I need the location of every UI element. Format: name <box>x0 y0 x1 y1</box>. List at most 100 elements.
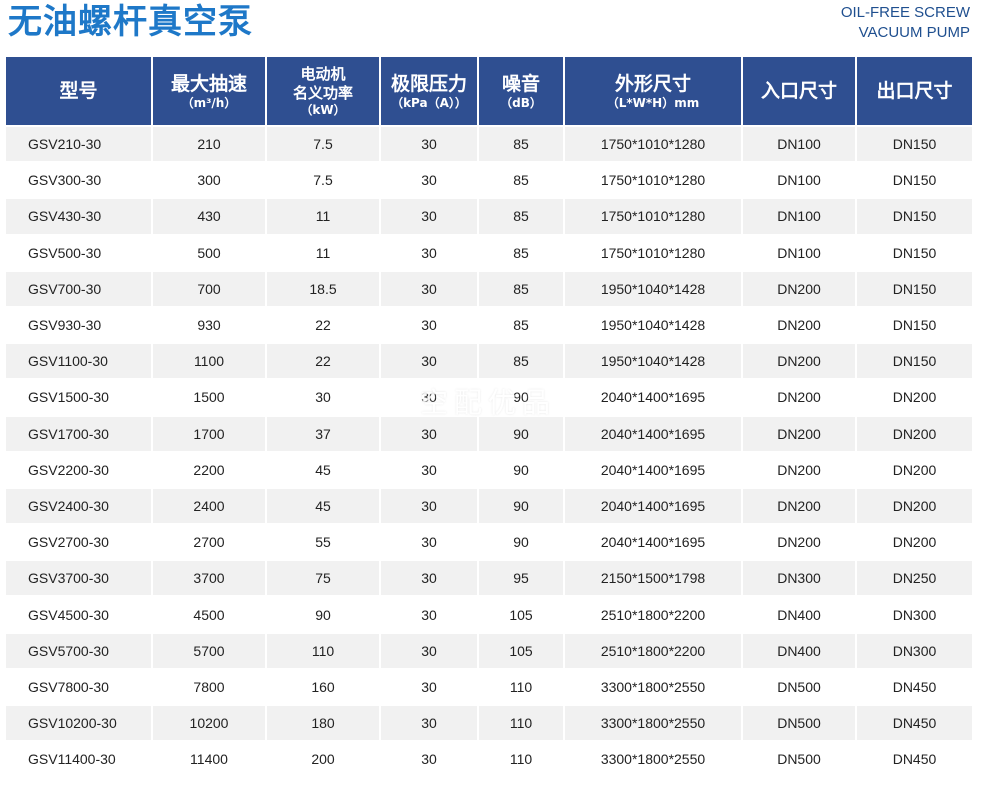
cell-model: GSV3700-30 <box>6 559 152 597</box>
cell-max-pumping-speed: 5700 <box>151 631 266 669</box>
table-row: GSV2400-30 2400 45 30 90 2040*1400*1695 DN200 D… <box>6 486 972 525</box>
cell-max-pumping-speed: 700 <box>151 269 266 307</box>
cell-max-pumping-speed: 500 <box>151 233 266 271</box>
header-unit: （m³/h） <box>181 95 237 110</box>
cell-outlet-size: DN150 <box>855 342 972 380</box>
header-model: 型号 <box>6 57 152 126</box>
cell-model: GSV4500-30 <box>6 595 152 633</box>
cell-dimensions: 3300*1800*2550 <box>563 740 742 777</box>
cell-inlet-size: DN500 <box>741 667 856 705</box>
cell-model: GSV2400-30 <box>6 486 152 525</box>
header-dimensions: 外形尺寸 （L*W*H）mm <box>563 57 742 126</box>
cell-inlet-size: DN200 <box>741 450 856 488</box>
cell-ultimate-pressure: 30 <box>379 233 478 271</box>
cell-motor-power: 45 <box>265 450 380 488</box>
cell-noise: 90 <box>477 414 564 452</box>
cell-noise: 90 <box>477 450 564 488</box>
cell-noise: 85 <box>477 269 564 307</box>
cell-model: GSV210-30 <box>6 124 152 163</box>
table-row: GSV1700-30 1700 37 30 90 2040*1400*1695 DN200 D… <box>6 414 972 452</box>
cell-max-pumping-speed: 11400 <box>151 740 266 777</box>
cell-model: GSV7800-30 <box>6 667 152 705</box>
table-row: GSV300-30 300 7.5 30 85 1750*1010*1280 DN100 DN… <box>6 161 972 199</box>
cell-dimensions: 1950*1040*1428 <box>563 305 742 344</box>
cell-ultimate-pressure: 30 <box>379 450 478 488</box>
cell-dimensions: 2510*1800*2200 <box>563 631 742 669</box>
cell-dimensions: 1750*1010*1280 <box>563 161 742 199</box>
cell-model: GSV1100-30 <box>6 342 152 380</box>
cell-max-pumping-speed: 210 <box>151 124 266 163</box>
cell-motor-power: 22 <box>265 305 380 344</box>
cell-max-pumping-speed: 2200 <box>151 450 266 488</box>
cell-inlet-size: DN200 <box>741 414 856 452</box>
cell-dimensions: 2040*1400*1695 <box>563 450 742 488</box>
header-label: 出口尺寸 <box>876 80 953 102</box>
cell-dimensions: 2040*1400*1695 <box>563 486 742 525</box>
cell-inlet-size: DN100 <box>741 233 856 271</box>
cell-model: GSV2200-30 <box>6 450 152 488</box>
cell-noise: 85 <box>477 161 564 199</box>
cell-ultimate-pressure: 30 <box>379 595 478 633</box>
cell-noise: 105 <box>477 631 564 669</box>
english-subtitle: OIL-FREE SCREW VACUUM PUMP <box>841 3 970 43</box>
cell-max-pumping-speed: 10200 <box>151 703 266 742</box>
cell-outlet-size: DN200 <box>855 486 972 525</box>
table-row: GSV500-30 500 11 30 85 1750*1010*1280 DN100 DN1… <box>6 233 972 271</box>
table-row: GSV930-30 930 22 30 85 1950*1040*1428 DN200 DN1… <box>6 305 972 344</box>
cell-inlet-size: DN500 <box>741 740 856 777</box>
cell-outlet-size: DN200 <box>855 414 972 452</box>
cell-max-pumping-speed: 1100 <box>151 342 266 380</box>
table-row: GSV2200-30 2200 45 30 90 2040*1400*1695 DN200 D… <box>6 450 972 488</box>
cell-model: GSV300-30 <box>6 161 152 199</box>
cell-motor-power: 18.5 <box>265 269 380 307</box>
table-row: GSV5700-30 5700 110 30 105 2510*1800*2200 DN40… <box>6 631 972 669</box>
spec-table: 型号 最大抽速 （m³/h） 电动机 名义功率 （kW） 极限压力 （kPa（A… <box>6 57 972 777</box>
subtitle-line-1: OIL-FREE SCREW <box>840 4 970 21</box>
cell-outlet-size: DN150 <box>855 161 972 199</box>
cell-ultimate-pressure: 30 <box>379 631 478 669</box>
header-label: 最大抽速 <box>170 72 247 95</box>
cell-max-pumping-speed: 1500 <box>151 378 266 416</box>
cell-inlet-size: DN400 <box>741 595 856 633</box>
cell-ultimate-pressure: 30 <box>379 124 478 163</box>
cell-motor-power: 180 <box>265 703 380 742</box>
cell-model: GSV1700-30 <box>6 414 152 452</box>
page-header: 无油螺杆真空泵 OIL-FREE SCREW VACUUM PUMP <box>0 0 999 56</box>
cell-inlet-size: DN500 <box>741 703 856 742</box>
header-inlet-size: 入口尺寸 <box>741 57 856 126</box>
cell-model: GSV500-30 <box>6 233 152 271</box>
header-label: 名义功率 <box>292 83 353 102</box>
cell-noise: 110 <box>477 740 564 777</box>
cell-dimensions: 1750*1010*1280 <box>563 124 742 163</box>
cell-max-pumping-speed: 2700 <box>151 523 266 561</box>
cell-ultimate-pressure: 30 <box>379 197 478 235</box>
cell-noise: 85 <box>477 305 564 344</box>
cell-max-pumping-speed: 4500 <box>151 595 266 633</box>
cell-motor-power: 11 <box>265 197 380 235</box>
cell-motor-power: 7.5 <box>265 124 380 163</box>
header-label: 噪音 <box>501 72 540 95</box>
header-label: 极限压力 <box>390 72 467 95</box>
subtitle-line-2: VACUUM PUMP <box>858 24 970 41</box>
cell-inlet-size: DN100 <box>741 197 856 235</box>
cell-motor-power: 37 <box>265 414 380 452</box>
cell-ultimate-pressure: 30 <box>379 740 478 777</box>
cell-inlet-size: DN300 <box>741 559 856 597</box>
cell-dimensions: 1750*1010*1280 <box>563 233 742 271</box>
cell-motor-power: 160 <box>265 667 380 705</box>
cell-outlet-size: DN200 <box>855 523 972 561</box>
table-row: GSV10200-30 10200 180 30 110 3300*1800*2550 DN… <box>6 703 972 742</box>
cell-ultimate-pressure: 30 <box>379 703 478 742</box>
cell-dimensions: 2040*1400*1695 <box>563 523 742 561</box>
cell-ultimate-pressure: 30 <box>379 161 478 199</box>
cell-dimensions: 1950*1040*1428 <box>563 342 742 380</box>
cell-ultimate-pressure: 30 <box>379 378 478 416</box>
cell-model: GSV11400-30 <box>6 740 152 777</box>
header-outlet-size: 出口尺寸 <box>855 57 972 126</box>
cell-motor-power: 7.5 <box>265 161 380 199</box>
cell-model: GSV5700-30 <box>6 631 152 669</box>
cell-noise: 85 <box>477 124 564 163</box>
header-label: 型号 <box>59 80 98 102</box>
cell-inlet-size: DN200 <box>741 378 856 416</box>
cell-motor-power: 200 <box>265 740 380 777</box>
